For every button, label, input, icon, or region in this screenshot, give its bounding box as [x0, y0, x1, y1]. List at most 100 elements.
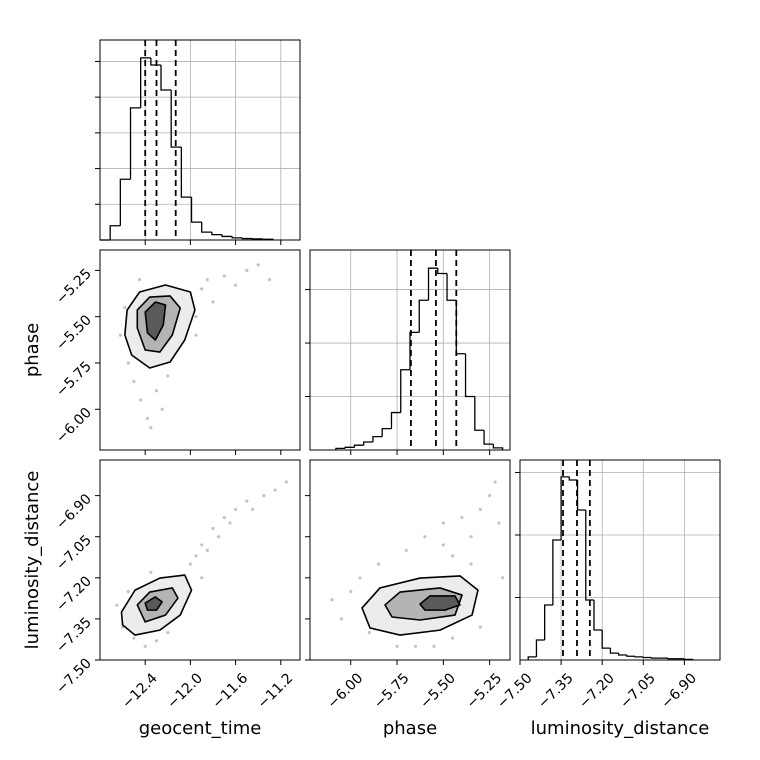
- sample-point: [358, 576, 362, 580]
- sample-point: [262, 494, 266, 498]
- contour-level: [419, 595, 461, 611]
- y-axis-label: luminosity_distance: [22, 471, 43, 650]
- sample-point: [245, 268, 249, 272]
- sample-point: [154, 389, 159, 393]
- sample-point: [222, 274, 226, 278]
- sample-point: [222, 515, 226, 520]
- histogram-step: [650, 657, 660, 659]
- sample-point: [450, 554, 455, 558]
- histogram-step: [552, 539, 562, 605]
- sample-point: [432, 644, 436, 648]
- sample-point: [441, 543, 445, 547]
- sample-point: [200, 287, 204, 291]
- histogram-step: [129, 107, 141, 180]
- y-tick-label: −5.50: [53, 312, 95, 354]
- histogram-step: [381, 427, 392, 437]
- sample-point: [233, 283, 238, 287]
- sample-point: [404, 548, 408, 553]
- histogram-step: [150, 57, 162, 66]
- panel-frame: [309, 249, 511, 451]
- sample-point: [497, 521, 501, 525]
- histogram-step: [527, 656, 537, 660]
- sample-point: [450, 636, 455, 640]
- sample-point: [200, 576, 204, 580]
- sample-point: [500, 576, 505, 580]
- histogram-step: [492, 444, 504, 450]
- sample-point: [256, 263, 260, 267]
- contour-level: [144, 301, 167, 341]
- sample-point: [217, 535, 221, 539]
- sample-point: [367, 631, 371, 635]
- sample-point: [145, 416, 150, 421]
- histogram-step: [109, 225, 121, 240]
- sample-point: [194, 315, 198, 319]
- contour-level: [144, 596, 163, 611]
- sample-point: [188, 562, 192, 566]
- y-tick-label: −6.00: [53, 405, 95, 447]
- y-tick-label: −7.05: [53, 532, 95, 574]
- histogram-step: [446, 273, 457, 301]
- histogram-step: [601, 630, 611, 649]
- histogram-step: [437, 268, 448, 275]
- histogram-step: [593, 600, 603, 631]
- panel-frame: [519, 459, 721, 661]
- histogram-step: [180, 147, 192, 198]
- histogram-step: [455, 300, 466, 355]
- histogram-step: [119, 178, 131, 226]
- histogram-step: [626, 655, 636, 657]
- y-tick-label: −7.20: [53, 573, 95, 615]
- sample-point: [228, 521, 232, 525]
- histogram-step: [483, 430, 494, 445]
- panel-frame: [309, 459, 511, 661]
- sample-point: [233, 507, 238, 511]
- panel: −12.4 −12.0 −11.6 −11.2 −7.50−7.35−7.20−7.05…: [22, 459, 301, 739]
- histogram-step: [372, 435, 383, 442]
- sample-point: [469, 535, 473, 539]
- x-tick-label: −6.00: [325, 670, 367, 712]
- histogram-step: [427, 267, 438, 301]
- histogram-step: [418, 299, 429, 333]
- histogram-step: [642, 656, 652, 659]
- histogram-step: [231, 236, 243, 239]
- x-tick-label: −12.4: [119, 670, 161, 712]
- histogram-step: [609, 648, 619, 654]
- histogram-step: [335, 447, 346, 450]
- x-axis-label: geocent_time: [139, 718, 262, 739]
- panel-frame: [99, 459, 301, 661]
- sample-point: [469, 562, 473, 566]
- histogram-step: [409, 331, 420, 370]
- sample-point: [118, 333, 122, 337]
- x-tick-label: −5.50: [417, 670, 459, 712]
- histogram-step: [353, 444, 364, 448]
- x-tick-label: −7.35: [535, 670, 577, 712]
- x-tick-label: −6.90: [658, 670, 700, 712]
- sample-point: [339, 617, 344, 621]
- x-axis-label: phase: [383, 718, 437, 739]
- y-tick-label: −5.25: [53, 266, 95, 308]
- sample-point: [132, 379, 136, 384]
- panel: [305, 249, 511, 455]
- y-tick-label: −6.90: [53, 491, 95, 533]
- sample-point: [250, 507, 255, 511]
- x-tick-label: −7.20: [576, 670, 618, 712]
- sample-point: [166, 631, 170, 635]
- histogram-step: [617, 653, 627, 656]
- histogram-step: [634, 656, 644, 658]
- sample-point: [267, 278, 272, 282]
- sample-point: [194, 333, 198, 337]
- sample-point: [211, 300, 215, 304]
- sample-point: [132, 636, 136, 640]
- y-tick-label: −5.75: [53, 358, 95, 400]
- sample-point: [413, 644, 418, 648]
- histogram-step: [464, 353, 475, 398]
- sample-point: [330, 598, 334, 602]
- histogram-step: [140, 57, 151, 108]
- sample-point: [154, 639, 159, 643]
- x-tick-label: −7.50: [494, 670, 536, 712]
- sample-point: [139, 398, 143, 402]
- panel: [95, 39, 301, 245]
- histogram-step: [474, 396, 485, 431]
